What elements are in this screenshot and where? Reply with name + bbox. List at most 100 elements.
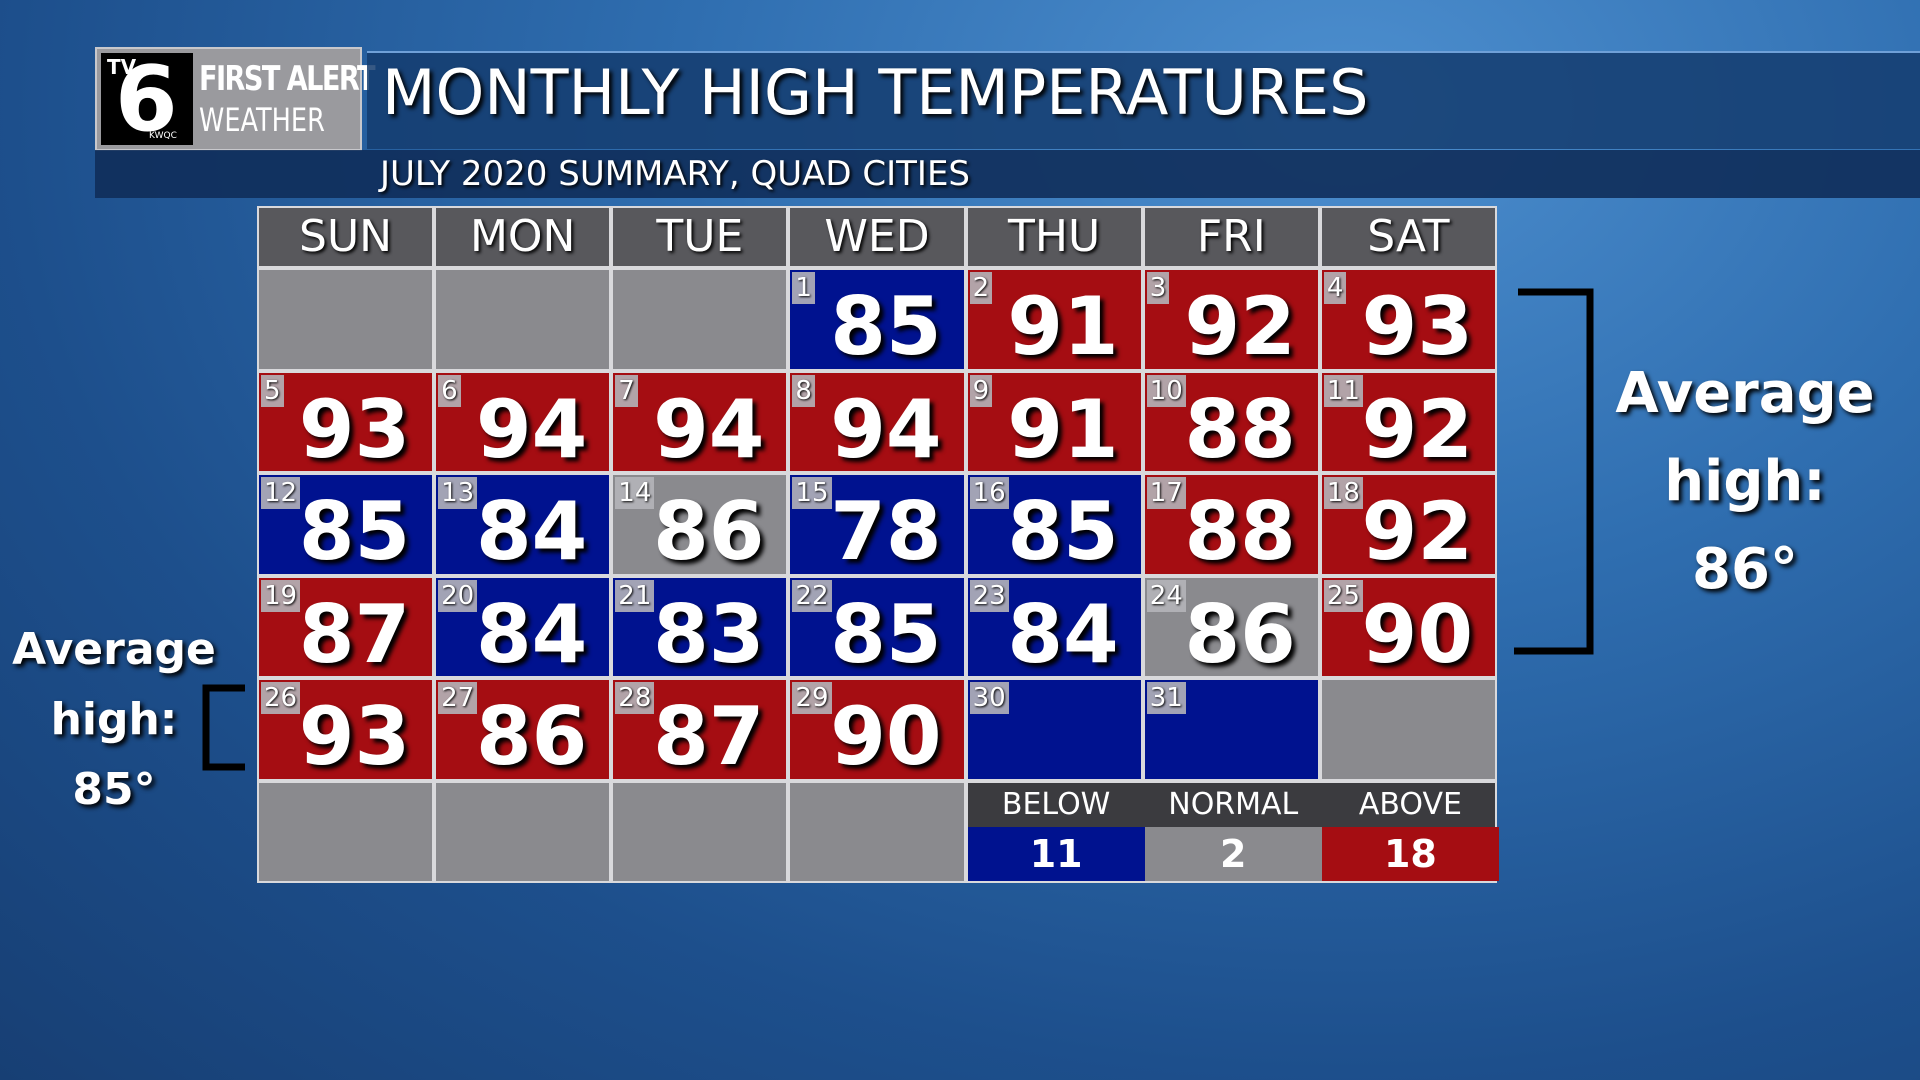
high-temperature: 94 xyxy=(475,382,588,476)
day-number: 28 xyxy=(615,682,655,714)
day-number: 30 xyxy=(969,682,1009,714)
day-cell: 5 93 xyxy=(257,370,435,476)
day-cell: 8 94 xyxy=(788,370,966,476)
logo-channel: 6 xyxy=(115,47,178,152)
legend-count: 2 xyxy=(1144,826,1322,881)
day-number: 13 xyxy=(438,477,478,509)
high-temperature: 92 xyxy=(1361,382,1473,476)
high-temperature: 85 xyxy=(298,485,411,578)
day-cell: 29 90 xyxy=(788,678,966,783)
annotation-line: high: xyxy=(1664,449,1826,514)
high-temperature: 84 xyxy=(475,587,588,681)
logo-brand-top: FIRST ALERT xyxy=(199,59,375,99)
day-cell xyxy=(434,780,612,883)
high-temperature: 84 xyxy=(1007,587,1119,681)
weekday-header: SAT xyxy=(1319,206,1497,268)
day-number: 6 xyxy=(438,374,461,407)
legend-count: 11 xyxy=(967,826,1145,881)
weekday-header: THU xyxy=(965,206,1143,268)
day-number: 20 xyxy=(438,579,478,612)
day-number: 26 xyxy=(261,682,301,714)
day-number: 31 xyxy=(1146,682,1186,714)
day-number: 4 xyxy=(1323,272,1347,304)
day-cell: 23 84 xyxy=(965,575,1143,681)
weekday-header: FRI xyxy=(1142,206,1320,268)
high-temperature: 84 xyxy=(475,485,588,578)
annotation: Average high: 86° xyxy=(1610,350,1880,614)
day-cell xyxy=(257,268,435,371)
weekday-header: WED xyxy=(788,206,966,268)
day-cell: 24 86 xyxy=(1142,575,1320,681)
day-number: 21 xyxy=(615,579,655,612)
legend-count: 18 xyxy=(1321,826,1499,881)
day-cell: 6 94 xyxy=(434,370,612,476)
high-temperature: 93 xyxy=(1361,280,1473,373)
day-cell: 27 86 xyxy=(434,678,612,783)
day-cell: 16 85 xyxy=(965,473,1143,578)
high-temperature: 90 xyxy=(830,690,942,783)
annotation-line: Average xyxy=(12,624,216,675)
logo-brand-bottom: WEATHER xyxy=(199,101,325,139)
day-cell: 1 85 xyxy=(788,268,966,373)
day-cell xyxy=(611,780,789,883)
high-temperature: 87 xyxy=(298,587,411,681)
high-temperature: 94 xyxy=(653,382,765,476)
day-cell: 26 93 xyxy=(257,678,435,783)
high-temperature: 86 xyxy=(475,690,588,783)
day-cell xyxy=(257,780,435,883)
day-cell xyxy=(611,268,789,371)
annotation-line: Average xyxy=(1615,361,1875,426)
day-cell: 7 94 xyxy=(611,370,789,476)
day-number: 29 xyxy=(792,682,832,714)
day-number: 9 xyxy=(969,374,993,407)
high-temperature: 86 xyxy=(1184,587,1296,681)
day-cell: 10 88 xyxy=(1142,370,1320,476)
high-temperature: 93 xyxy=(298,382,411,476)
logo-station: KWQC xyxy=(149,131,177,141)
high-temperature: 91 xyxy=(1007,280,1119,373)
day-number: 10 xyxy=(1146,374,1186,407)
high-temperature: 94 xyxy=(830,382,942,476)
day-cell: 12 85 xyxy=(257,473,435,578)
day-number: 25 xyxy=(1323,579,1363,612)
weekday-header: MON xyxy=(434,206,612,268)
high-temperature: 93 xyxy=(298,690,411,783)
day-number: 19 xyxy=(261,579,301,612)
annotation-line: 85° xyxy=(72,764,156,815)
day-number: 22 xyxy=(792,579,832,612)
day-cell: 3 92 xyxy=(1142,268,1320,373)
day-cell: 11 92 xyxy=(1319,370,1497,476)
day-number: 2 xyxy=(969,272,993,304)
day-number: 23 xyxy=(969,579,1009,612)
high-temperature: 83 xyxy=(653,587,765,681)
day-number: 3 xyxy=(1146,272,1170,304)
day-cell: 14 86 xyxy=(611,473,789,578)
day-cell: 17 88 xyxy=(1142,473,1320,578)
day-number: 11 xyxy=(1323,374,1363,407)
day-cell: 18 92 xyxy=(1319,473,1497,578)
high-temperature: 90 xyxy=(1361,587,1473,681)
day-cell: 13 84 xyxy=(434,473,612,578)
logo: TV 6 KWQC FIRST ALERT WEATHER xyxy=(95,47,375,152)
day-number: 7 xyxy=(615,374,638,407)
day-cell: 9 91 xyxy=(965,370,1143,476)
day-number: 5 xyxy=(261,374,284,407)
annotation-line: high: xyxy=(50,694,178,745)
legend: BELOW 11 NORMAL 2 ABOVE 18 xyxy=(965,780,1499,883)
day-number: 17 xyxy=(1146,477,1186,509)
annotation-line: 86° xyxy=(1692,537,1798,602)
day-cell: 25 90 xyxy=(1319,575,1497,681)
day-cell xyxy=(434,268,612,371)
title-bar xyxy=(367,51,1920,149)
day-cell xyxy=(788,780,966,883)
day-number: 14 xyxy=(615,477,655,509)
day-cell: 2 91 xyxy=(965,268,1143,373)
day-number: 18 xyxy=(1323,477,1363,509)
day-number: 24 xyxy=(1146,579,1186,612)
high-temperature: 78 xyxy=(830,485,942,578)
day-number: 15 xyxy=(792,477,832,509)
day-number: 8 xyxy=(792,374,815,407)
high-temperature: 88 xyxy=(1184,382,1296,476)
weekday-header: SUN xyxy=(257,206,435,268)
